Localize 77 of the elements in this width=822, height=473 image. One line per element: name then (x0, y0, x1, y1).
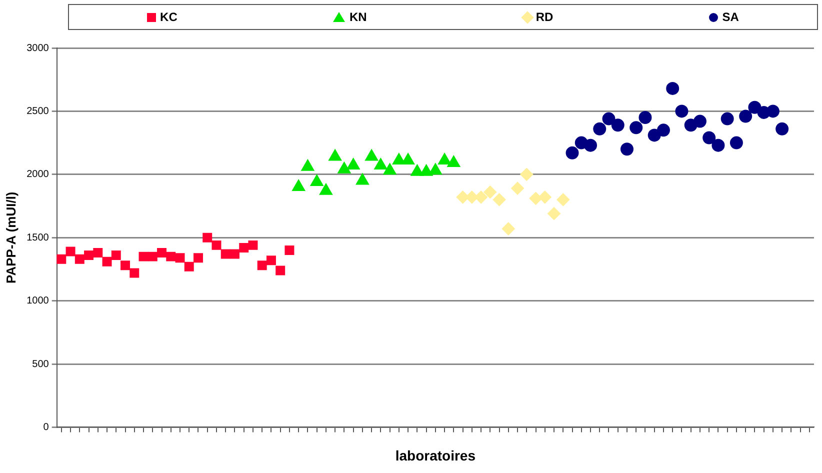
y-tick-label: 3000 (26, 42, 50, 54)
point (739, 110, 752, 123)
point (630, 121, 643, 134)
point (428, 163, 442, 175)
point (675, 104, 688, 118)
point (529, 192, 542, 205)
point (584, 138, 598, 152)
point (202, 232, 212, 242)
point (346, 158, 360, 170)
point (538, 190, 552, 204)
point (456, 190, 470, 204)
point (257, 260, 267, 270)
point (56, 254, 66, 264)
point (776, 122, 789, 136)
point (620, 142, 634, 156)
point (120, 260, 130, 270)
y-tick-label: 1500 (26, 232, 50, 244)
x-axis-title: laboratoires (395, 447, 476, 464)
point (520, 168, 534, 181)
point (548, 207, 561, 220)
y-tick-label: 0 (43, 422, 50, 433)
point (702, 131, 716, 144)
point (556, 193, 570, 206)
point (184, 262, 194, 272)
point (212, 240, 222, 250)
point (638, 111, 652, 124)
point (74, 254, 84, 264)
point (730, 136, 743, 150)
y-tick-label: 500 (32, 358, 50, 370)
point (230, 249, 240, 259)
point (693, 114, 706, 128)
point (239, 242, 249, 252)
point (748, 100, 762, 114)
point (111, 250, 121, 260)
point (566, 146, 579, 160)
point (292, 180, 306, 192)
point (276, 266, 286, 276)
point (166, 252, 176, 262)
y-axis-title: PAPP-A (mUI/l) (3, 192, 18, 284)
y-tick-label: 2000 (26, 169, 50, 180)
point (447, 156, 460, 168)
point (720, 112, 734, 126)
point (611, 118, 624, 132)
point (102, 256, 112, 266)
legend-label: KN (349, 10, 367, 24)
point (284, 246, 294, 255)
point (712, 138, 725, 152)
point (602, 112, 616, 126)
point (484, 186, 497, 199)
point (656, 124, 670, 137)
point (511, 182, 524, 195)
point (175, 253, 185, 263)
point (474, 190, 488, 204)
point (374, 158, 388, 170)
point (648, 128, 661, 142)
point (666, 82, 680, 95)
point (66, 246, 76, 256)
legend-label: RD (536, 10, 554, 24)
point (84, 250, 94, 260)
legend-label: SA (722, 10, 739, 24)
point (248, 240, 258, 250)
point (502, 222, 515, 236)
point (766, 104, 780, 118)
point (148, 252, 158, 262)
point (492, 193, 506, 206)
point (266, 256, 276, 266)
point (593, 122, 606, 136)
y-tick-label: 1000 (26, 296, 50, 307)
point (194, 253, 203, 263)
point (130, 268, 140, 278)
point (138, 252, 148, 262)
legend-label: KC (160, 10, 178, 24)
point (220, 249, 230, 259)
point (383, 163, 396, 175)
y-tick-label: 2500 (26, 106, 50, 117)
point (93, 248, 103, 258)
point (157, 248, 166, 258)
